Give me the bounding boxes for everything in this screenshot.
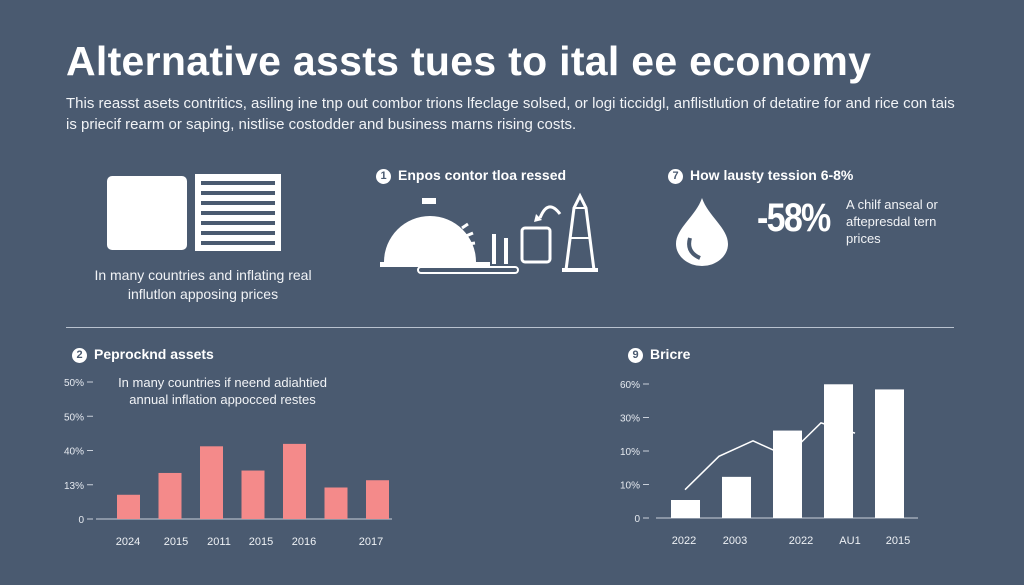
panel3-heading-text: How lausty tession 6-8% [690,167,854,183]
chart2-bar [875,389,904,518]
chart2-x-tick-label: 2015 [886,535,910,547]
factory-illustration-icon [380,192,598,274]
chart1-x-tick-label: 2016 [292,536,316,548]
chart2-y-tick-label: 60% [620,380,640,391]
chart1-x-tick-label: 2015 [249,536,273,548]
chart2-y-tick-label: 10% [620,481,640,492]
panel2-heading-text: Enpos contor tloa ressed [398,167,567,183]
chart2-bar [824,384,853,518]
chart1-bar [241,470,265,519]
chart2-x-tick-label: 2022 [789,535,813,547]
chart2-x-tick-label: AU1 [839,535,860,547]
chart1-bar [324,487,348,519]
intro-paragraph: This reasst asets contritics, asiling in… [66,95,955,133]
chart2-y-tick-label: 10% [620,447,640,458]
chart1-bar [200,446,223,519]
chart2-y-tick-label: 30% [620,414,640,425]
section4-heading: 2 Peprocknd assets [72,346,214,363]
section4-number: 2 [72,348,87,363]
chart1-y-tick-label: 13% [64,481,84,492]
chart1-annotation: In many countries if neend adiahtied ann… [118,375,327,407]
chart2-x-tick-label: 2022 [672,535,696,547]
chart1-x-tick-label: 2015 [164,536,188,548]
panel3-number: 7 [668,169,683,184]
panel3-stat-text: A chilf anseal or aftepresdal tern price… [846,197,938,246]
chart2-x-tick-label: 2003 [723,535,747,547]
chart2-trend-line [684,422,856,491]
chart1-x-tick-label: 2011 [207,536,231,548]
chart1-y-tick-label: 50% [64,412,84,423]
chart2-y-tick-label: 0 [634,514,640,525]
chart2-bar [773,430,802,518]
panel2-number: 1 [376,169,391,184]
chart1-x-tick-label: 2017 [359,536,383,548]
section5-number: 9 [628,348,643,363]
panel3-stat: -58% [757,196,831,240]
panel3-heading: 7 How lausty tession 6-8% [668,167,853,184]
section4-heading-text: Peprocknd assets [94,346,214,362]
page-title: Alternative assts tues to ital ee econom… [66,38,872,84]
chart2-bar [722,476,751,518]
water-drop-icon [676,198,728,266]
chart1-bar [117,494,140,519]
chart1-y-tick-label: 0 [78,515,84,526]
chart2-bar [671,500,700,518]
chart1-bar [366,480,389,519]
chart1-x-tick-label: 2024 [116,536,140,548]
section5-heading: 9 Bricre [628,346,690,363]
documents-icon [107,174,281,251]
chart1-y-tick-label: 40% [64,447,84,458]
panel1-text: In many countries and inflating real inf… [94,267,312,302]
panel2-heading: 1 Enpos contor tloa ressed [376,167,566,184]
section-divider [66,327,954,328]
section5-heading-text: Bricre [650,346,691,362]
chart1-y-tick-label: 50% [64,378,84,389]
chart1-bar [283,443,306,519]
chart1-bar [158,472,182,519]
